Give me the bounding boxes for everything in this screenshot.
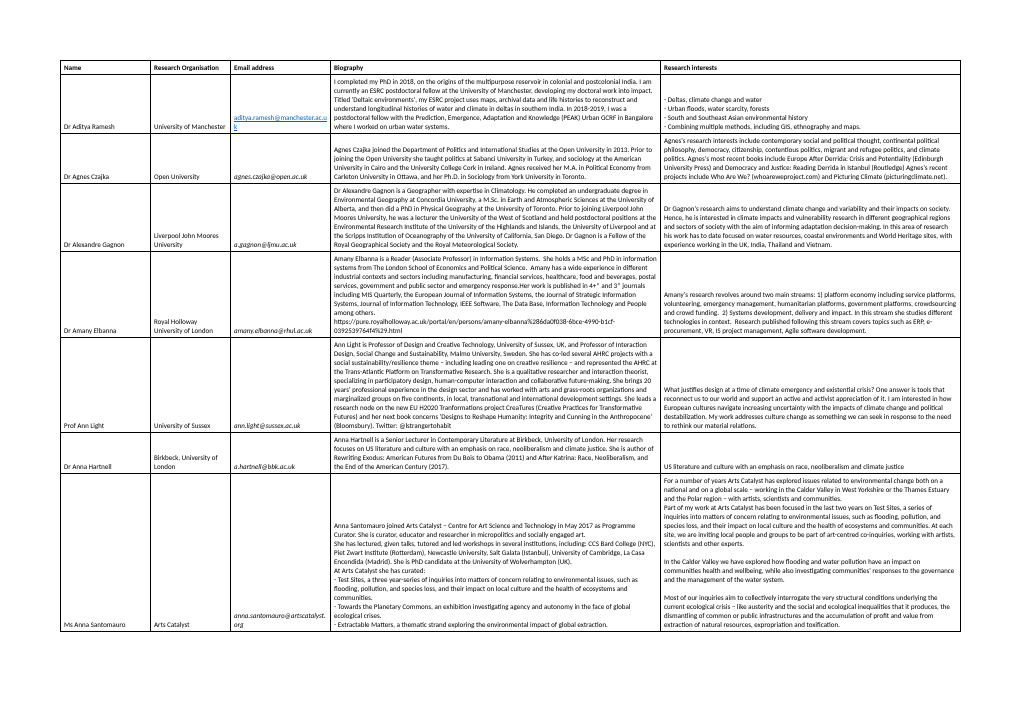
cell-interests: US literature and culture with an emphas…	[661, 433, 961, 474]
cell-org: Royal Holloway University of London	[151, 252, 231, 338]
col-bio: Biography	[331, 61, 661, 75]
cell-bio: Amany Elbanna is a Reader (Associate Pro…	[331, 252, 661, 338]
table-row: Dr Aditya RameshUniversity of Manchester…	[61, 75, 961, 134]
email-text: agnes.czajka@open.ac.uk	[234, 172, 307, 181]
cell-interests: Amany's research revolves around two mai…	[661, 252, 961, 338]
cell-name: Ms Anna Santomauro	[61, 474, 151, 632]
researchers-table: Name Research Organisation Email address…	[60, 60, 961, 632]
cell-email: a.gagnon@ljmu.ac.uk	[231, 184, 331, 252]
cell-bio: Agnes Czajka joined the Department of Po…	[331, 134, 661, 184]
email-text: a.hartnell@bbk.ac.uk	[234, 462, 295, 471]
email-link[interactable]: aditya.ramesh@manchester.ac.uk	[234, 113, 327, 131]
cell-email: anna.santomauro@artscatalyst.org	[231, 474, 331, 632]
table-header-row: Name Research Organisation Email address…	[61, 61, 961, 75]
cell-bio: Ann Light is Professor of Design and Cre…	[331, 338, 661, 433]
email-text: anna.santomauro@artscatalyst.org	[234, 611, 326, 629]
col-name: Name	[61, 61, 151, 75]
cell-name: Dr Alexandre Gagnon	[61, 184, 151, 252]
cell-name: Prof Ann Light	[61, 338, 151, 433]
col-email: Email address	[231, 61, 331, 75]
table-row: Dr Agnes CzajkaOpen Universityagnes.czaj…	[61, 134, 961, 184]
cell-org: Liverpool John Moores University	[151, 184, 231, 252]
cell-bio: Anna Hartnell is a Senior Lecturer in Co…	[331, 433, 661, 474]
cell-name: Dr Amany Elbanna	[61, 252, 151, 338]
cell-name: Dr Anna Hartnell	[61, 433, 151, 474]
email-text: ann.light@sussex.ac.uk	[234, 421, 300, 430]
cell-bio: Dr Alexandre Gagnon is a Geographer with…	[331, 184, 661, 252]
cell-org: Arts Catalyst	[151, 474, 231, 632]
cell-email: agnes.czajka@open.ac.uk	[231, 134, 331, 184]
col-org: Research Organisation	[151, 61, 231, 75]
cell-name: Dr Agnes Czajka	[61, 134, 151, 184]
table-row: Prof Ann LightUniversity of Sussexann.li…	[61, 338, 961, 433]
email-text: a.gagnon@ljmu.ac.uk	[234, 240, 296, 249]
table-row: Ms Anna SantomauroArts Catalystanna.sant…	[61, 474, 961, 632]
cell-email: ann.light@sussex.ac.uk	[231, 338, 331, 433]
cell-org: Birkbeck, University of London	[151, 433, 231, 474]
table-row: Dr Amany ElbannaRoyal Holloway Universit…	[61, 252, 961, 338]
cell-bio: I completed my PhD in 2018, on the origi…	[331, 75, 661, 134]
cell-interests: Agnes's research interests include conte…	[661, 134, 961, 184]
cell-org: University of Manchester	[151, 75, 231, 134]
cell-bio: Anna Santomauro joined Arts Catalyst – C…	[331, 474, 661, 632]
cell-interests: For a number of years Arts Catalyst has …	[661, 474, 961, 632]
cell-name: Dr Aditya Ramesh	[61, 75, 151, 134]
cell-org: University of Sussex	[151, 338, 231, 433]
table-row: Dr Alexandre GagnonLiverpool John Moores…	[61, 184, 961, 252]
cell-interests: What justifies design at a time of clima…	[661, 338, 961, 433]
cell-email: amany.elbanna@rhul.ac.uk	[231, 252, 331, 338]
cell-org: Open University	[151, 134, 231, 184]
cell-email: a.hartnell@bbk.ac.uk	[231, 433, 331, 474]
cell-interests: - Deltas, climate change and water - Urb…	[661, 75, 961, 134]
cell-email: aditya.ramesh@manchester.ac.uk	[231, 75, 331, 134]
col-interests: Research interests	[661, 61, 961, 75]
email-text: amany.elbanna@rhul.ac.uk	[234, 326, 312, 335]
cell-interests: Dr Gagnon's research aims to understand …	[661, 184, 961, 252]
table-row: Dr Anna HartnellBirkbeck, University of …	[61, 433, 961, 474]
